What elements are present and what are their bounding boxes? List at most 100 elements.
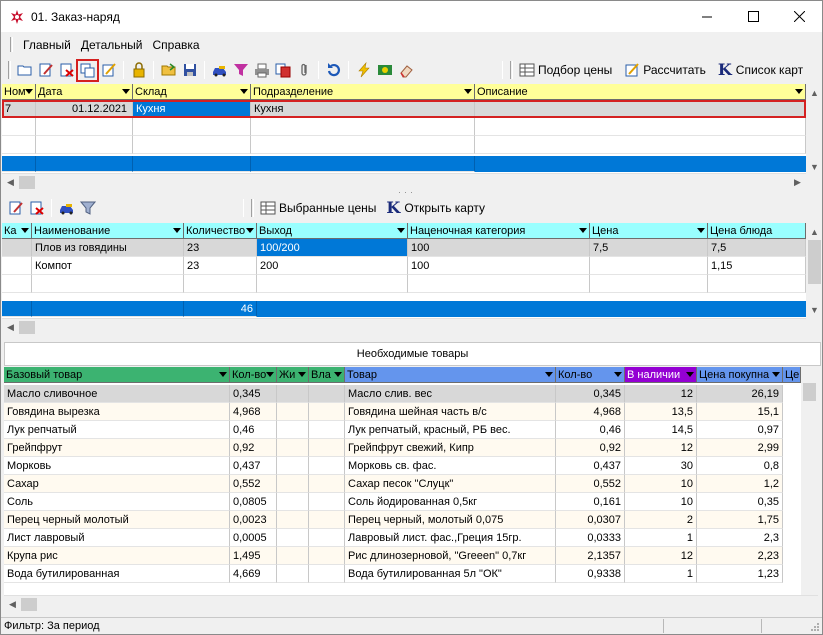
menu-help[interactable]: Справка <box>152 37 200 52</box>
open-card-button[interactable]: K Открыть карту <box>383 198 488 219</box>
scroll-up-icon[interactable]: ▲ <box>810 87 819 98</box>
transport-button[interactable] <box>209 60 230 81</box>
scroll-thumb[interactable] <box>19 176 35 189</box>
money-button[interactable] <box>374 60 395 81</box>
items-col-qty[interactable]: Количество <box>184 223 257 239</box>
table-row[interactable]: Лук репчатый 0,46 Лук репчатый, красный, Р… <box>4 421 783 439</box>
lightning-button[interactable] <box>353 60 374 81</box>
table-row[interactable]: Лист лавровый 0,0005 Лавровый лист. фас.,Г… <box>4 529 783 547</box>
scroll-thumb[interactable] <box>21 598 37 611</box>
scroll-left-icon[interactable]: ◀ <box>7 322 14 332</box>
orders-col-warehouse[interactable]: Склад <box>133 84 251 100</box>
table-row[interactable]: Компот 23 200 100 1,15 <box>2 257 806 275</box>
items-grid[interactable]: Ка Наименование Количество Выход Наценоч… <box>2 223 806 318</box>
req-col-base-qty[interactable]: Кол-во <box>230 367 277 383</box>
req-col-moist[interactable]: Вла <box>309 367 345 383</box>
table-row[interactable]: Морковь 0,437 Морковь св. фас. 0,437 30 0,8 <box>4 457 783 475</box>
scroll-left-icon[interactable]: ◀ <box>7 177 14 187</box>
dropdown-arrow-icon <box>122 89 130 94</box>
item-output[interactable]: 100/200 <box>257 239 408 257</box>
scroll-thumb[interactable] <box>803 383 816 401</box>
save-button[interactable] <box>179 60 200 81</box>
orders-col-description[interactable]: Описание <box>475 84 806 100</box>
req-col-price[interactable]: Цена покупна <box>697 367 783 383</box>
details-filter-button[interactable] <box>77 198 98 219</box>
table-row[interactable]: Вода бутилированная 4,669 Вода бутилирован… <box>4 565 783 583</box>
order-warehouse[interactable]: Кухня <box>133 100 251 118</box>
scroll-left-icon[interactable]: ◀ <box>9 599 16 609</box>
details-delete-button[interactable] <box>26 198 47 219</box>
req-col-base[interactable]: Базовый товар <box>4 367 230 383</box>
orders-col-date[interactable]: Дата <box>36 84 133 100</box>
items-col-markup[interactable]: Наценочная категория <box>408 223 590 239</box>
req-col-stock[interactable]: В наличии <box>625 367 697 383</box>
scroll-thumb[interactable] <box>808 240 821 284</box>
maximize-button[interactable] <box>730 1 776 32</box>
items-col-cat[interactable]: Ка <box>2 223 32 239</box>
calculate-icon <box>625 63 640 77</box>
items-col-dish-price[interactable]: Цена блюда <box>708 223 806 239</box>
orders-col-date-label: Дата <box>38 85 63 98</box>
scroll-thumb[interactable] <box>19 321 35 334</box>
table-row[interactable]: Крупа рис 1,495 Рис длинозерновой, "Greeen… <box>4 547 783 565</box>
req-col-extra[interactable]: Це <box>783 367 801 383</box>
table-row[interactable]: Сахар 0,552 Сахар песок "Слуцк" 0,552 10 1,2 <box>4 475 783 493</box>
table-row <box>2 275 806 293</box>
req-col-fat[interactable]: Жи <box>277 367 309 383</box>
orders-col-num[interactable]: Ном <box>2 84 36 100</box>
minimize-button[interactable] <box>684 1 730 32</box>
resize-grip-icon[interactable] <box>810 622 820 632</box>
edit-button[interactable] <box>35 60 56 81</box>
calculate-button[interactable]: Рассчитать <box>621 60 709 81</box>
money-icon <box>377 65 392 75</box>
orders-hscroll[interactable]: ◀ ▶ <box>2 173 806 190</box>
price-select-button[interactable]: Подбор цены <box>516 60 615 81</box>
attach-button[interactable] <box>293 60 314 81</box>
orders-col-department[interactable]: Подразделение <box>251 84 475 100</box>
eraser-button[interactable] <box>395 60 416 81</box>
menu-detail[interactable]: Детальный <box>80 37 143 52</box>
orders-vscroll[interactable]: ▲ ▼ <box>806 84 822 175</box>
table-row[interactable]: Перец черный молотый 0,0023 Перец черный, … <box>4 511 783 529</box>
filter-button[interactable] <box>230 60 251 81</box>
print-button[interactable] <box>251 60 272 81</box>
items-col-price[interactable]: Цена <box>590 223 708 239</box>
table-row[interactable]: Масло сливочное 0,345 Масло слив. вес 0,345… <box>4 385 783 403</box>
items-vscroll[interactable]: ▲ ▼ <box>806 223 822 318</box>
table-row[interactable]: Говядина вырезка 4,968 Говядина шейная час… <box>4 403 783 421</box>
lock-button[interactable] <box>128 60 149 81</box>
items-col-output[interactable]: Выход <box>257 223 408 239</box>
scroll-up-icon[interactable]: ▲ <box>810 226 819 237</box>
delete-button[interactable] <box>56 60 77 81</box>
scroll-down-icon[interactable]: ▼ <box>810 304 819 315</box>
orders-grid[interactable]: Ном Дата Склад Подразделение Описание 7 … <box>2 84 806 175</box>
req-col-product[interactable]: Товар <box>345 367 556 383</box>
edit-multi-button[interactable] <box>98 60 119 81</box>
copy-button[interactable] <box>76 58 99 82</box>
required-hscroll[interactable]: ◀ <box>4 595 818 612</box>
items-col-name[interactable]: Наименование <box>32 223 184 239</box>
details-transport-button[interactable] <box>56 198 77 219</box>
refresh-button[interactable] <box>323 60 344 81</box>
card-list-button[interactable]: K Список карт <box>715 60 806 81</box>
close-button[interactable] <box>776 1 822 32</box>
items-hscroll[interactable]: ◀ <box>2 318 806 335</box>
menu-main[interactable]: Главный <box>23 37 71 52</box>
copy-red-button[interactable] <box>272 60 293 81</box>
save-icon <box>183 64 196 76</box>
scroll-down-icon[interactable]: ▼ <box>810 161 819 172</box>
open-button[interactable] <box>14 60 35 81</box>
details-edit-button[interactable] <box>5 198 26 219</box>
dropdown-arrow-icon <box>464 89 472 94</box>
table-row[interactable]: Плов из говядины 23 100/200 100 7,5 7,5 <box>2 239 806 257</box>
required-goods-grid[interactable]: Базовый товар Кол-во Жи Вла Товар Кол-во… <box>4 367 801 595</box>
scroll-right-icon[interactable]: ▶ <box>794 177 801 187</box>
table-row[interactable]: Грейпфрут 0,92 Грейпфрут свежий, Кипр 0,92 1… <box>4 439 783 457</box>
table-row[interactable]: Соль 0,0805 Соль йодированная 0,5кг 0,161 10… <box>4 493 783 511</box>
table-row[interactable]: 7 01.12.2021 Кухня Кухня <box>2 100 806 118</box>
splitter-handle[interactable]: ··· <box>398 187 416 197</box>
selected-prices-button[interactable]: Выбранные цены <box>257 198 379 219</box>
required-vscroll[interactable] <box>801 367 818 595</box>
req-col-qty[interactable]: Кол-во <box>556 367 625 383</box>
open-folder-button[interactable] <box>158 60 179 81</box>
